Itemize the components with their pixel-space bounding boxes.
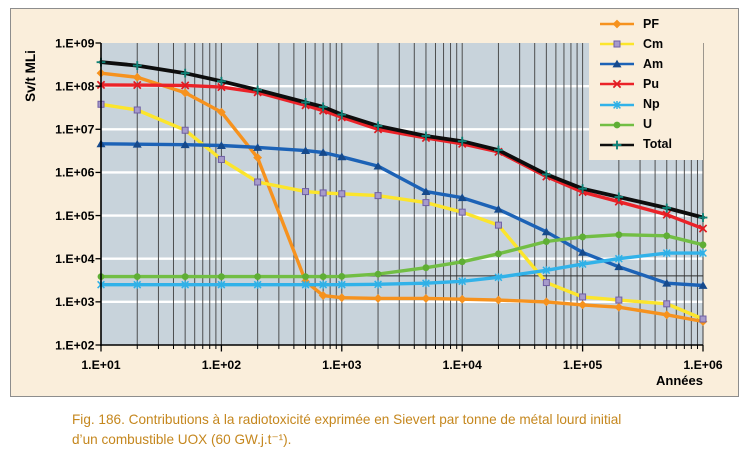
legend-label-PF: PF <box>643 16 659 31</box>
legend-marker-PF <box>600 19 634 29</box>
x-tick-label: 1.E+04 <box>443 358 482 372</box>
series-markers-Am <box>96 139 708 289</box>
y-tick-label: 1.E+03 <box>55 295 94 309</box>
legend-label-U: U <box>643 117 653 132</box>
legend-marker-Np <box>600 100 634 109</box>
y-axis-title: Sv/t MLi <box>23 50 38 102</box>
legend-label-Cm: Cm <box>643 36 664 51</box>
legend-item-Total: Total <box>599 138 703 151</box>
radiotoxicity-chart: 1.E+09 1.E+08 1.E+07 1.E+06 1.E+05 1.E+04 1.E+… <box>55 36 723 372</box>
x-tick-label: 1.E+01 <box>81 358 120 372</box>
series-markers-Cm <box>97 100 707 323</box>
y-tick-label: 1.E+09 <box>55 36 94 50</box>
legend-label-Np: Np <box>643 97 660 112</box>
y-tick-label: 1.E+07 <box>55 123 94 137</box>
x-axis-title: Années <box>656 373 703 388</box>
legend-label-Am: Am <box>643 56 664 71</box>
legend-label-Pu: Pu <box>643 76 659 91</box>
y-tick-label: 1.E+08 <box>55 79 94 93</box>
legend-item-Pu: Pu <box>599 76 703 91</box>
legend-label-Total: Total <box>643 137 672 152</box>
y-tick-label: 1.E+05 <box>55 209 94 223</box>
legend-marker-U <box>600 121 634 129</box>
x-tick-label: 1.E+02 <box>202 358 241 372</box>
legend-item-Am: Am <box>599 56 703 71</box>
x-tick-label: 1.E+06 <box>683 358 722 372</box>
legend-marker-Total <box>600 140 634 150</box>
legend-item-Np: Np <box>599 98 703 111</box>
x-tick-label: 1.E+05 <box>563 358 602 372</box>
legend-item-PF: PF <box>599 16 703 31</box>
legend-marker-Pu <box>600 80 634 89</box>
legend: PF Cm Am Pu Np U Total <box>589 9 703 160</box>
legend-item-U: U <box>599 118 703 131</box>
legend-item-Cm: Cm <box>599 36 703 51</box>
y-tick-label: 1.E+04 <box>55 252 94 266</box>
legend-marker-Am <box>600 60 634 68</box>
caption-line-1: Fig. 186. Contributions à la radiotoxici… <box>72 412 622 427</box>
caption-line-2: d’un combustible UOX (60 GW.j.t⁻¹). <box>72 431 292 447</box>
y-tick-label: 1.E+02 <box>55 338 94 352</box>
x-tick-label: 1.E+03 <box>322 358 361 372</box>
figure-caption: Fig. 186. Contributions à la radiotoxici… <box>72 410 621 449</box>
series-markers-U <box>97 231 707 280</box>
y-tick-label: 1.E+06 <box>55 166 94 180</box>
legend-marker-Cm <box>600 40 634 48</box>
